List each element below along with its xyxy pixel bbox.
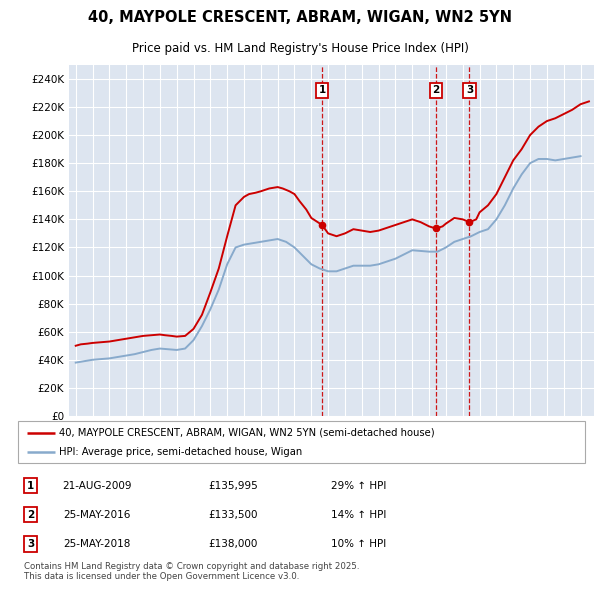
Text: 14% ↑ HPI: 14% ↑ HPI [331, 510, 386, 520]
Text: 2: 2 [432, 85, 439, 95]
Text: Contains HM Land Registry data © Crown copyright and database right 2025.
This d: Contains HM Land Registry data © Crown c… [23, 562, 359, 581]
Text: 40, MAYPOLE CRESCENT, ABRAM, WIGAN, WN2 5YN (semi-detached house): 40, MAYPOLE CRESCENT, ABRAM, WIGAN, WN2 … [59, 428, 434, 438]
Text: £138,000: £138,000 [209, 539, 258, 549]
Text: 25-MAY-2018: 25-MAY-2018 [64, 539, 131, 549]
FancyBboxPatch shape [18, 421, 585, 463]
Text: 21-AUG-2009: 21-AUG-2009 [62, 480, 132, 490]
Text: HPI: Average price, semi-detached house, Wigan: HPI: Average price, semi-detached house,… [59, 447, 302, 457]
Text: £135,995: £135,995 [209, 480, 259, 490]
Text: 25-MAY-2016: 25-MAY-2016 [64, 510, 131, 520]
Text: Price paid vs. HM Land Registry's House Price Index (HPI): Price paid vs. HM Land Registry's House … [131, 42, 469, 55]
Text: 3: 3 [27, 539, 34, 549]
Text: 10% ↑ HPI: 10% ↑ HPI [331, 539, 386, 549]
Text: 29% ↑ HPI: 29% ↑ HPI [331, 480, 386, 490]
Text: 40, MAYPOLE CRESCENT, ABRAM, WIGAN, WN2 5YN: 40, MAYPOLE CRESCENT, ABRAM, WIGAN, WN2 … [88, 10, 512, 25]
Text: £133,500: £133,500 [209, 510, 258, 520]
Text: 2: 2 [27, 510, 34, 520]
Text: 1: 1 [319, 85, 326, 95]
Text: 1: 1 [27, 480, 34, 490]
Text: 3: 3 [466, 85, 473, 95]
